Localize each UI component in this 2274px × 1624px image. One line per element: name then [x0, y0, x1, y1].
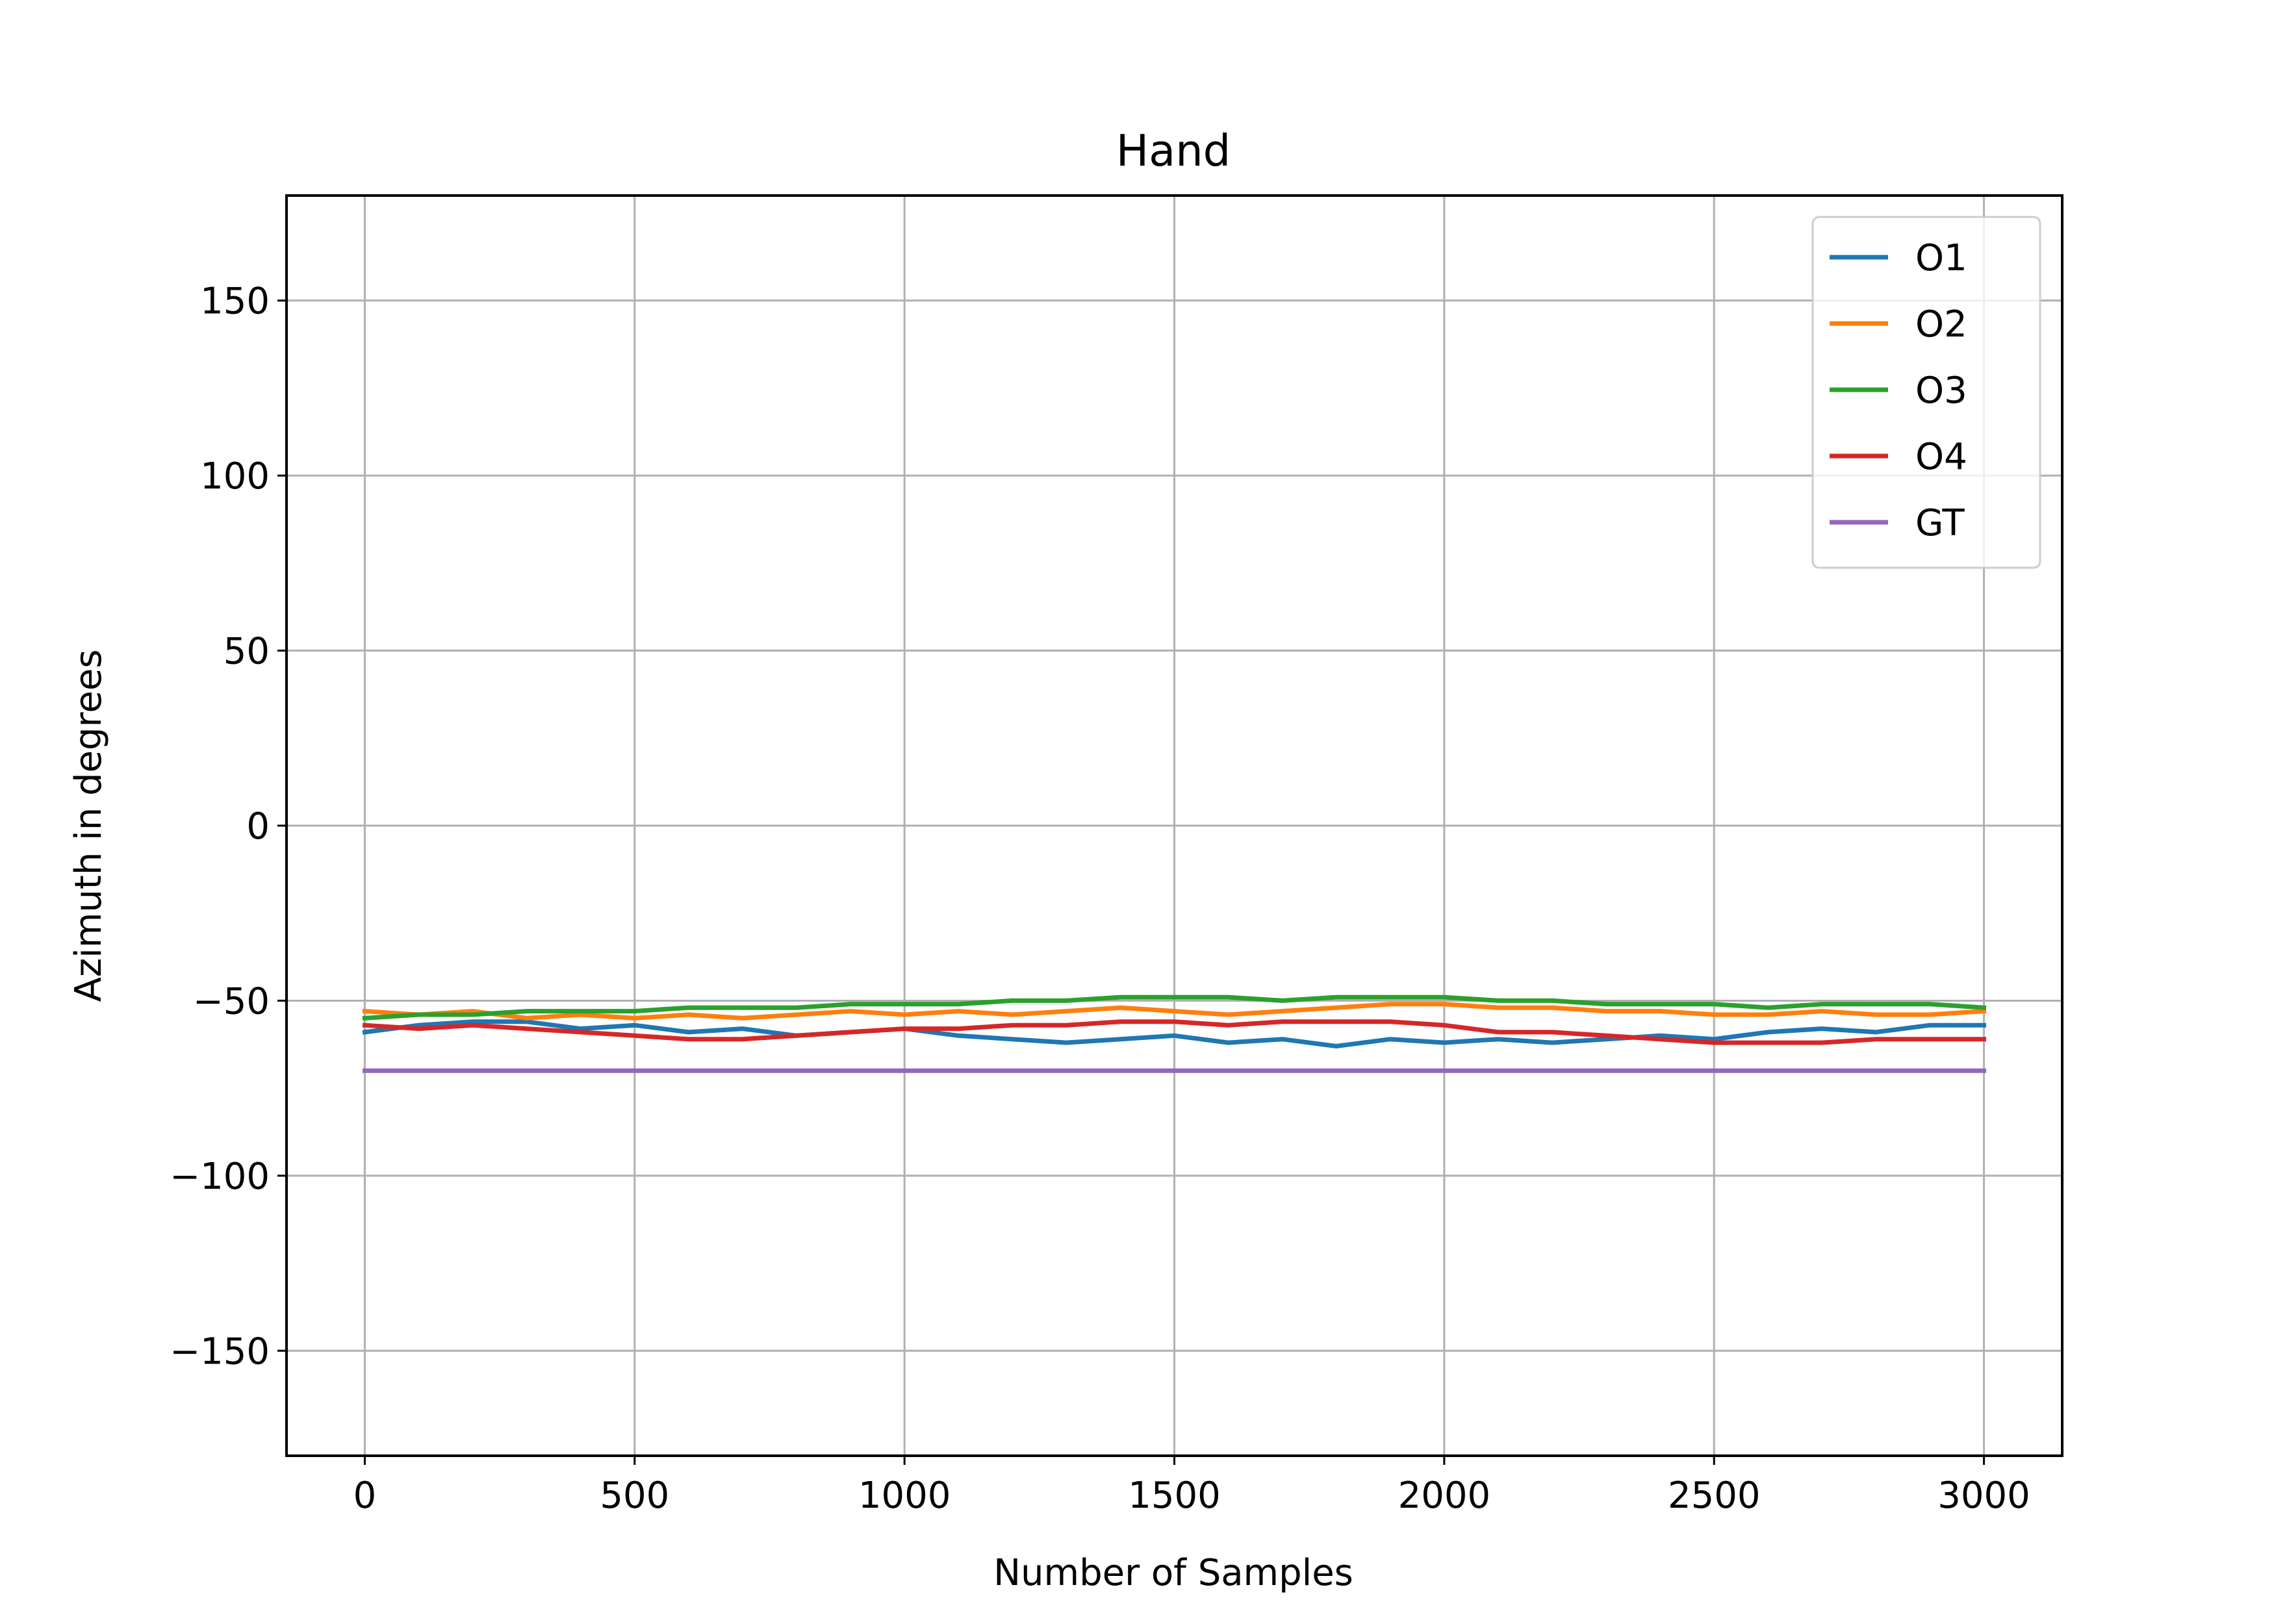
legend-label-o4: O4	[1915, 436, 1967, 478]
series-line-o2	[362, 1002, 1987, 1021]
x-tick-label: 1500	[1128, 1475, 1221, 1517]
x-tick-label: 500	[600, 1475, 669, 1517]
legend-label-o1: O1	[1915, 237, 1967, 279]
y-tick-label: 150	[200, 281, 270, 323]
x-tick-label: 2000	[1398, 1475, 1491, 1517]
x-axis-label: Number of Samples	[993, 1552, 1353, 1594]
series-line-o4	[362, 1019, 1986, 1045]
x-axis: 0 500 1000 1500 2000 2500 3000	[353, 1456, 2030, 1517]
legend-box	[1811, 216, 2041, 569]
y-axis: −150 −100 −50 0 50 100 150	[170, 281, 287, 1373]
chart-title: Hand	[1116, 125, 1231, 176]
x-tick-label: 1000	[858, 1475, 951, 1517]
x-tick-label: 3000	[1937, 1475, 2030, 1517]
legend-label-o2: O2	[1915, 303, 1967, 346]
x-tick-label: 0	[353, 1475, 377, 1517]
y-axis-label: Azimuth in degrees	[68, 650, 110, 1002]
y-tick-label: −50	[193, 980, 270, 1022]
grid	[287, 196, 2062, 1456]
y-tick-label: 100	[200, 455, 270, 498]
series-line-o3	[362, 995, 1987, 1021]
y-tick-label: 50	[224, 631, 270, 673]
legend-label-gt: GT	[1915, 502, 1965, 544]
legend-label-o3: O3	[1915, 370, 1967, 412]
series-line-o1	[362, 1019, 1986, 1048]
y-tick-label: 0	[246, 806, 270, 848]
series-lines	[362, 995, 1987, 1073]
x-tick-label: 2500	[1668, 1475, 1761, 1517]
y-tick-label: −150	[170, 1330, 270, 1373]
legend: O1 O2 O3 O4 GT	[1811, 216, 2041, 569]
y-tick-label: −100	[170, 1156, 270, 1198]
